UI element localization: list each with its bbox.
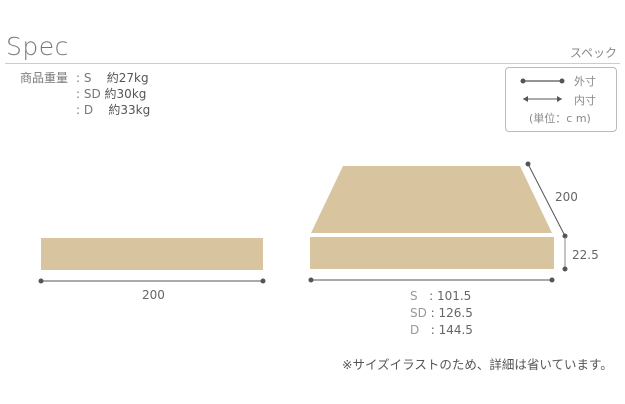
- width-row-s: S : 101.5: [410, 289, 472, 303]
- page-title: Spec: [6, 32, 69, 61]
- mattress-top: [311, 166, 552, 233]
- legend-unit: (単位：c m): [529, 112, 591, 125]
- width-row-d: D : 144.5: [410, 323, 473, 337]
- side-mattress: [41, 238, 263, 270]
- weight-row-s: : S 約27kg: [76, 71, 149, 85]
- weight-row-d: : D 約33kg: [76, 103, 151, 117]
- legend-lines-icon: [520, 78, 565, 102]
- legend-box: 外寸 内寸 (単位：c m): [505, 67, 617, 132]
- weight-row-sd: : SD 約30kg: [76, 87, 147, 101]
- illustration-note: ※サイズイラストのため、詳細は省いています。: [342, 357, 613, 372]
- mattress-front: [310, 237, 554, 269]
- legend-outer: 外寸: [574, 75, 596, 88]
- depth-label: 200: [555, 190, 578, 204]
- page-subtitle: スペック: [569, 46, 617, 60]
- width-row-sd: SD : 126.5: [410, 306, 473, 320]
- height-label: 22.5: [572, 248, 599, 262]
- divider: [5, 63, 620, 64]
- weight-label: 商品重量: [20, 71, 69, 85]
- legend-inner: 内寸: [574, 94, 596, 107]
- side-length-label: 200: [142, 288, 165, 302]
- depth-line: [527, 163, 566, 237]
